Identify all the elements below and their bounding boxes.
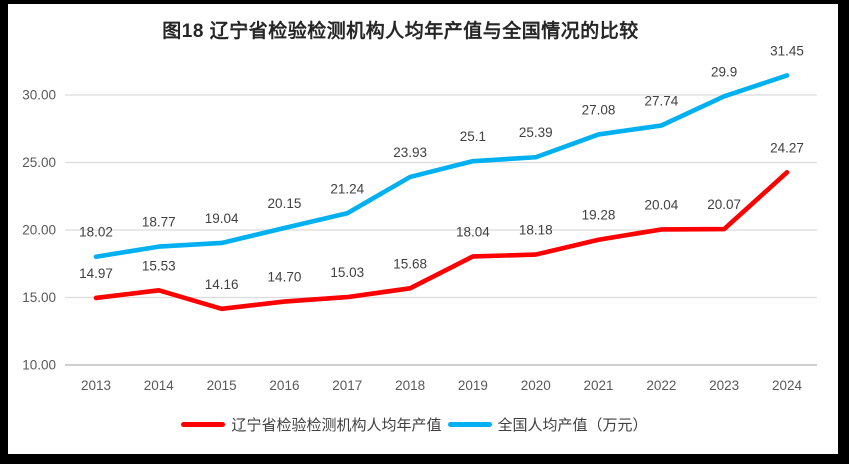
series-line-0	[93, 170, 790, 312]
data-label-series-0: 19.28	[582, 208, 616, 223]
y-tick-label: 30.00	[22, 88, 56, 103]
series-line-1	[93, 73, 790, 260]
data-label-series-1: 19.04	[205, 211, 239, 226]
data-label-series-0: 14.97	[79, 266, 113, 281]
legend-line-red-icon	[181, 422, 226, 427]
x-tick-label: 2015	[207, 378, 237, 393]
y-tick-label: 20.00	[22, 223, 56, 238]
data-label-series-1: 18.77	[142, 215, 176, 230]
data-label-series-1: 21.24	[330, 181, 364, 196]
data-label-series-0: 18.18	[519, 223, 553, 238]
data-label-series-1: 18.02	[79, 225, 113, 240]
x-tick-label: 2018	[395, 378, 425, 393]
data-label-series-0: 20.04	[644, 197, 678, 212]
x-tick-label: 2024	[772, 378, 803, 393]
data-label-series-0: 15.03	[330, 265, 364, 280]
x-tick-label: 2013	[81, 378, 111, 393]
data-label-series-0: 15.68	[393, 256, 427, 271]
data-label-series-1: 27.08	[582, 102, 616, 117]
data-label-series-0: 18.04	[456, 224, 490, 239]
x-tick-label: 2014	[144, 378, 175, 393]
chart-title: 图18 辽宁省检验检测机构人均年产值与全国情况的比较	[162, 21, 639, 42]
x-tick-label: 2020	[521, 378, 551, 393]
legend-label-liaoning: 辽宁省检验检测机构人均年产值	[231, 417, 442, 434]
data-label-series-1: 29.9	[711, 64, 737, 79]
x-tick-label: 2016	[269, 378, 299, 393]
y-tick-label: 10.00	[22, 358, 56, 373]
data-label-series-0: 20.07	[707, 197, 741, 212]
x-tick-label: 2023	[709, 378, 739, 393]
data-label-series-0: 14.16	[205, 277, 239, 292]
y-tick-label: 25.00	[22, 155, 56, 170]
data-label-series-1: 25.39	[519, 125, 553, 140]
data-label-series-0: 15.53	[142, 258, 176, 273]
data-label-series-1: 20.15	[268, 196, 302, 211]
y-tick-label: 15.00	[22, 290, 56, 305]
data-label-series-1: 25.1	[460, 129, 486, 144]
x-tick-label: 2019	[458, 378, 488, 393]
data-label-series-1: 31.45	[770, 43, 804, 58]
x-tick-label: 2021	[584, 378, 614, 393]
legend-item-national: 全国人均产值（万元）	[447, 414, 648, 435]
x-tick-label: 2022	[646, 378, 676, 393]
data-label-series-1: 27.74	[644, 94, 678, 109]
x-tick-label: 2017	[332, 378, 362, 393]
legend-label-national: 全国人均产值（万元）	[497, 417, 648, 434]
legend-line-blue-icon	[447, 422, 492, 427]
legend-item-liaoning: 辽宁省检验检测机构人均年产值	[181, 414, 442, 435]
legend: 辽宁省检验检测机构人均年产值 全国人均产值（万元）	[0, 414, 829, 435]
data-label-series-0: 14.70	[268, 270, 302, 285]
data-label-series-0: 24.27	[770, 140, 804, 155]
data-label-series-1: 23.93	[393, 145, 427, 160]
